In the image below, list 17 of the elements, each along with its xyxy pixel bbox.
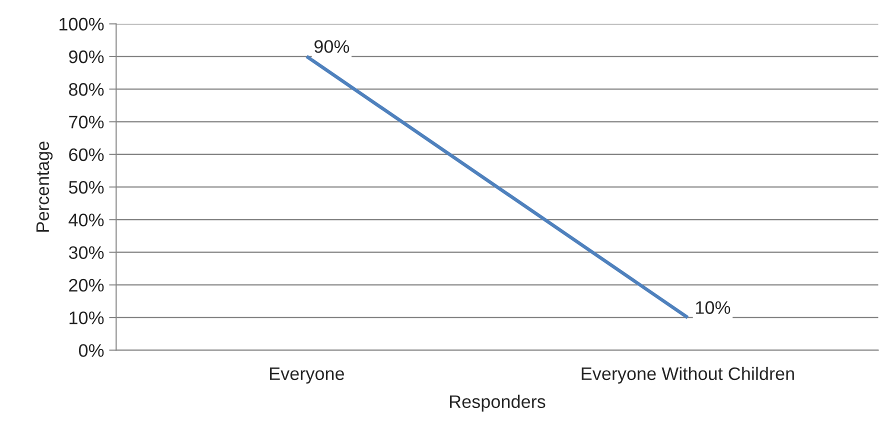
y-tick-label: 70% (69, 116, 104, 128)
data-label: 10% (696, 301, 730, 314)
y-tick-label: 100% (60, 18, 104, 31)
y-tick-label: 40% (68, 214, 104, 226)
x-tick-label: Everyone Without Children (582, 366, 794, 384)
y-tick-label: 50% (68, 180, 104, 194)
y-tick-label: 60% (69, 148, 104, 162)
x-tick-label: Everyone (270, 368, 344, 384)
y-tick-label: 30% (68, 246, 104, 259)
y-tick-label: 20% (69, 278, 104, 292)
data-label: 90% (314, 40, 350, 53)
y-tick-label: 80% (69, 83, 104, 96)
y-tick-label: 10% (70, 311, 104, 324)
y-axis-title: Percentage (36, 142, 53, 232)
y-tick-label: 90% (69, 50, 104, 64)
x-axis-title: Responders (450, 394, 546, 412)
y-tick-label: 0% (78, 344, 104, 357)
